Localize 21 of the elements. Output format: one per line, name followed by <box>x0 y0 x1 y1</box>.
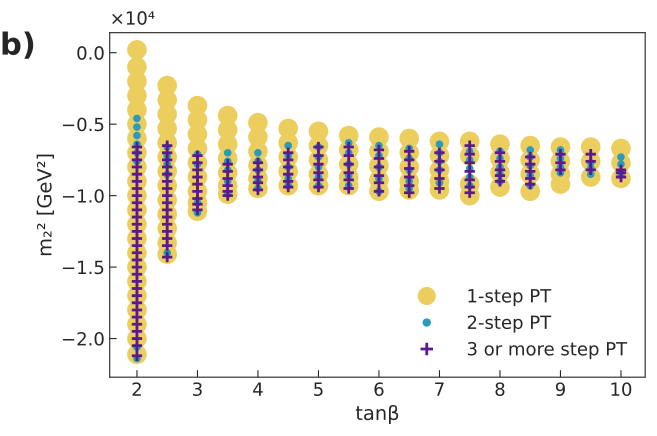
x-tick-label: 2 <box>132 382 141 396</box>
y-tick-label: −2.0 <box>62 332 104 346</box>
y-tick-label: −1.0 <box>62 189 104 203</box>
y-tick-label: −0.5 <box>62 118 104 132</box>
x-tick-label: 5 <box>314 382 323 396</box>
x-tick-label: 9 <box>556 382 565 396</box>
x-tick-label: 4 <box>253 382 263 396</box>
legend-label: 1-step PT <box>468 289 552 306</box>
legend-label: 3 or more step PT <box>468 342 628 360</box>
x-axis-title: tanβ <box>356 405 398 424</box>
y-tick-label: 0.0 <box>77 46 104 60</box>
y-axis-title: m₂² [GeV²] <box>36 154 54 256</box>
y-tick-label: −1.5 <box>62 260 104 274</box>
x-tick-label: 8 <box>495 382 504 396</box>
text: ×10⁴ <box>112 11 154 25</box>
x-tick-label: 10 <box>611 382 632 396</box>
legend-label: 2-step PT <box>468 315 552 333</box>
x-tick-label: 6 <box>374 382 384 396</box>
x-tick-label: 7 <box>435 382 444 396</box>
x-tick-label: 3 <box>193 382 202 396</box>
text: b) <box>2 31 34 59</box>
